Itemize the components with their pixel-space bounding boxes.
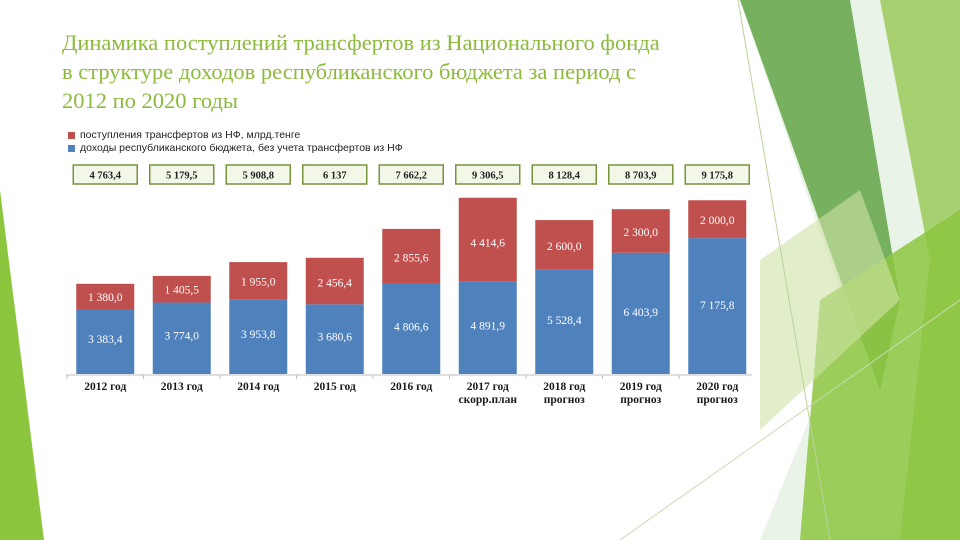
chart-legend: поступления трансфертов из НФ, млрд.тенг… [68,129,403,155]
x-tick-label: 2014 год [237,381,279,393]
total-label: 5 908,8 [243,171,275,182]
bar-transfers [382,228,441,283]
legend-label-revenue: доходы республиканского бюджета, без уче… [80,142,403,154]
data-label-transfers: 2 300,0 [624,227,659,239]
legend-item-revenue: доходы республиканского бюджета, без уче… [68,142,403,155]
bar-transfers [152,275,211,303]
x-tick-label: скорр.план [459,394,518,406]
data-label-transfers: 4 414,6 [471,238,506,250]
title-line-1: Динамика поступлений трансфертов из Наци… [62,30,660,55]
total-label: 9 175,8 [702,171,734,182]
total-label: 4 763,4 [90,171,122,182]
x-tick-label: 2017 год [467,381,509,393]
data-label-revenue: 3 383,4 [88,334,123,346]
deco-right-shape-pale [760,190,900,430]
bar-revenue [382,282,441,374]
data-label-revenue: 5 528,4 [547,315,582,327]
total-label: 8 128,4 [549,171,581,182]
bar-revenue [688,238,747,374]
x-tick-label: прогноз [544,394,585,406]
x-tick-label: 2012 год [84,381,126,393]
bar-revenue [229,299,288,374]
total-label: 5 179,5 [166,171,198,182]
deco-thin-line-2 [619,299,960,540]
bar-transfers [76,283,135,310]
total-box [608,164,674,185]
title-line-3: 2012 по 2020 годы [62,88,239,113]
bar-transfers [535,220,594,270]
bar-revenue [458,281,517,374]
data-label-transfers: 2 600,0 [547,241,582,253]
data-label-revenue: 4 806,6 [394,321,429,333]
data-label-revenue: 7 175,8 [700,300,735,312]
bar-transfers [611,209,670,253]
total-box [378,164,444,185]
x-tick-label: прогноз [620,394,661,406]
data-label-revenue: 3 680,6 [318,332,353,344]
x-tick-label: 2013 год [161,381,203,393]
total-box [149,164,215,185]
total-box [455,164,521,185]
bar-revenue [535,269,594,374]
data-label-transfers: 2 456,4 [318,277,353,289]
legend-label-transfers: поступления трансфертов из НФ, млрд.тенг… [80,129,301,141]
total-box [72,164,138,185]
total-label: 7 662,2 [396,171,428,182]
x-tick-label: 2018 год [543,381,585,393]
bar-transfers [688,200,747,239]
slide-title: Динамика поступлений трансфертов из Наци… [62,28,752,115]
total-box [684,164,750,185]
title-line-2: в структуре доходов республиканского бюд… [62,59,637,84]
bar-revenue [305,304,364,374]
total-label: 9 306,5 [472,171,504,182]
x-tick-label: 2015 год [314,381,356,393]
legend-swatch-transfers [68,132,75,139]
bar-transfers [458,197,517,282]
total-box [225,164,291,185]
total-box [302,164,368,185]
x-tick-label: 2016 год [390,381,432,393]
x-tick-label: 2019 год [620,381,662,393]
data-label-transfers: 2 000,0 [700,215,735,227]
data-label-transfers: 1 955,0 [241,276,276,288]
bar-revenue [76,309,135,374]
legend-item-transfers: поступления трансфертов из НФ, млрд.тенг… [68,129,403,142]
data-label-transfers: 2 855,6 [394,253,429,265]
total-label: 8 703,9 [625,171,657,182]
bar-revenue [152,302,211,374]
data-label-transfers: 1 405,5 [165,285,200,297]
total-label: 6 137 [323,171,347,182]
x-tick-label: 2020 год [696,381,738,393]
deco-thin-line-1 [737,0,831,540]
data-label-transfers: 1 380,0 [88,292,123,304]
data-label-revenue: 4 891,9 [471,321,506,333]
data-label-revenue: 3 953,8 [241,329,276,341]
bar-transfers [229,262,288,300]
bar-revenue [611,252,670,374]
data-label-revenue: 3 774,0 [165,331,200,343]
x-tick-label: прогноз [697,394,738,406]
data-label-revenue: 6 403,9 [624,307,659,319]
bar-transfers [305,257,364,305]
legend-swatch-revenue [68,145,75,152]
deco-left-shape [0,190,44,540]
total-box [531,164,597,185]
